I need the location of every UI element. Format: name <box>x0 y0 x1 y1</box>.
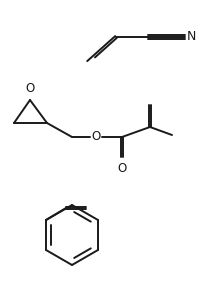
Text: O: O <box>91 131 101 144</box>
Text: O: O <box>25 82 35 95</box>
Text: N: N <box>187 30 196 44</box>
Text: O: O <box>117 162 127 175</box>
